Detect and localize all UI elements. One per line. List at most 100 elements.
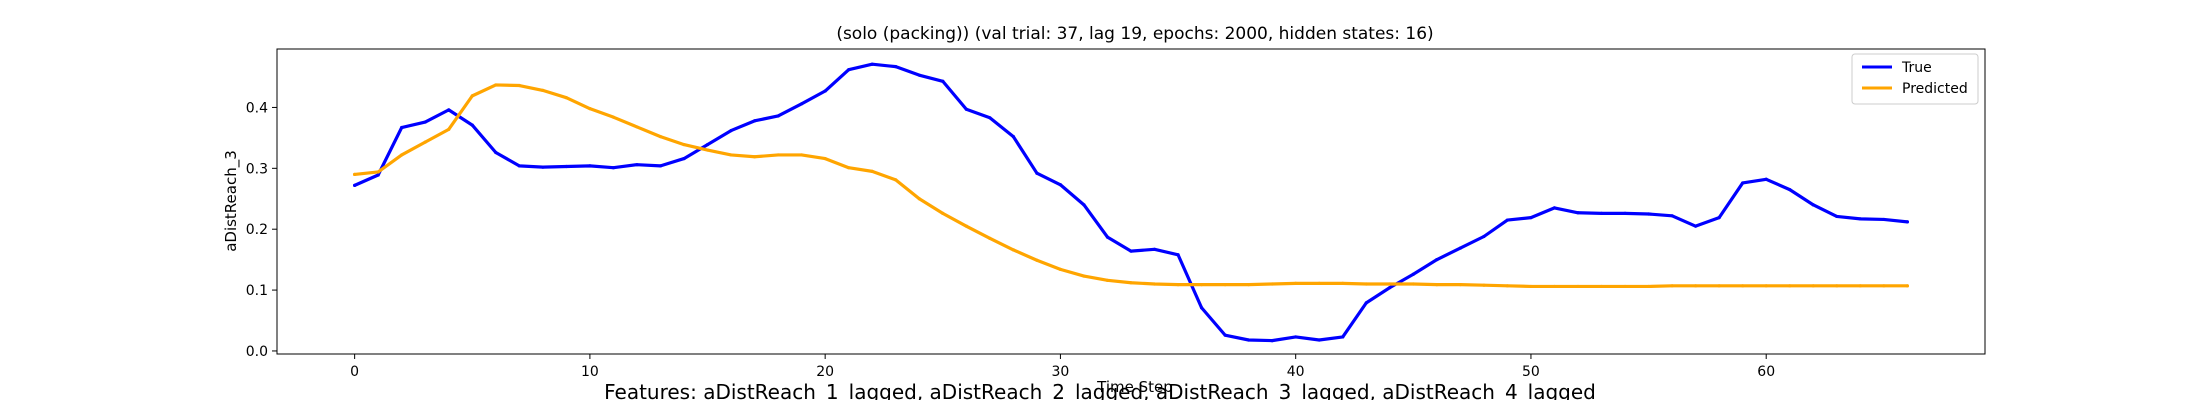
data-point-predicted [1411,282,1415,286]
data-point-true [400,125,404,130]
data-point-predicted [1882,284,1886,288]
data-point-true [1105,235,1110,239]
plot-area [353,62,1909,343]
data-point-true [564,164,568,169]
data-point-predicted [894,178,898,182]
data-point-predicted [1011,248,1015,252]
data-point-true [1599,211,1604,215]
data-point-predicted [353,172,357,177]
y-tick-label: 0.3 [246,161,268,177]
data-point-true [658,164,663,168]
data-point-predicted [1035,258,1039,262]
data-point-predicted [917,197,921,201]
x-axis-ticks: 0 10 20 30 40 50 60 [350,354,1775,380]
data-point-true [1317,338,1321,342]
data-point-true [1905,220,1909,224]
data-point-predicted [588,107,592,111]
data-point-true [1341,335,1345,339]
data-point-predicted [1552,284,1557,289]
data-point-predicted [1152,282,1157,286]
data-point-predicted [1835,284,1839,288]
data-point-true [588,164,592,168]
plot-frame [276,48,1986,355]
data-point-predicted [635,125,639,129]
data-point-true [1247,338,1251,342]
data-point-predicted [1741,284,1745,288]
data-point-true [964,107,968,111]
data-point-predicted [1105,278,1110,282]
legend-label-true: True [1901,60,1932,76]
data-point-true [1858,217,1862,221]
data-point-predicted [964,224,968,228]
x-tick-label: 30 [1052,364,1070,380]
data-point-predicted [1599,284,1604,289]
data-point-predicted [1294,281,1298,285]
y-tick-label: 0.4 [246,100,268,116]
data-point-predicted [1482,283,1486,287]
data-point-predicted [376,170,380,174]
data-point-predicted [1364,282,1368,286]
data-point-predicted [1223,283,1227,287]
data-point-predicted [1176,283,1180,287]
data-point-predicted [1129,281,1133,285]
data-point-true [1882,217,1886,222]
data-point-true [800,102,804,106]
data-point-true [1411,272,1415,276]
data-point-true [541,165,545,169]
x-tick-label: 20 [816,364,834,380]
x-tick-label: 60 [1757,364,1775,380]
data-point-true [1058,183,1063,187]
data-point-true [776,114,780,118]
data-point-predicted [1505,284,1510,288]
data-point-true [1129,249,1133,253]
data-point-predicted [1717,284,1721,288]
data-point-predicted [1082,274,1086,278]
data-point-predicted [729,153,733,157]
data-point-true [494,150,498,155]
data-point-predicted [1623,284,1627,289]
data-point-true [1552,206,1557,210]
data-point-true [1670,214,1674,218]
data-point-predicted [1811,284,1815,288]
data-point-true [870,62,874,66]
data-point-true [729,128,733,133]
legend-label-predicted: Predicted [1902,81,1968,97]
data-point-true [423,120,427,124]
data-point-true [988,116,992,120]
data-point-predicted [1435,283,1439,287]
data-point-predicted [823,156,827,161]
data-point-predicted [541,88,545,92]
data-point-true [1741,181,1745,185]
data-point-true [1623,211,1627,215]
data-point-true [1788,188,1792,192]
data-point-predicted [1317,281,1321,285]
series-line-predicted [353,83,1909,289]
data-point-true [447,108,451,112]
data-point-predicted [1646,284,1651,289]
data-point-predicted [658,135,663,139]
y-axis-label: aDistReach_3 [222,150,241,252]
data-point-predicted [447,127,451,131]
data-point-predicted [1529,284,1533,289]
data-point-predicted [1694,284,1698,288]
data-point-true [941,79,945,83]
data-point-predicted [611,115,616,119]
data-point-predicted [1388,282,1392,286]
data-point-predicted [870,169,874,173]
data-point-true [1576,211,1580,215]
data-point-predicted [752,155,757,159]
data-point-predicted [1247,283,1251,287]
x-tick-label: 40 [1287,364,1305,380]
data-point-true [611,166,616,170]
data-point-predicted [1670,284,1674,288]
data-point-predicted [470,94,474,98]
data-point-predicted [1764,284,1768,288]
data-point-true [517,164,521,168]
data-point-true [470,123,474,127]
data-point-predicted [1270,282,1274,286]
data-point-true [1082,203,1086,207]
data-point-true [1529,216,1533,220]
data-point-predicted [517,83,521,88]
data-point-true [1388,286,1392,290]
